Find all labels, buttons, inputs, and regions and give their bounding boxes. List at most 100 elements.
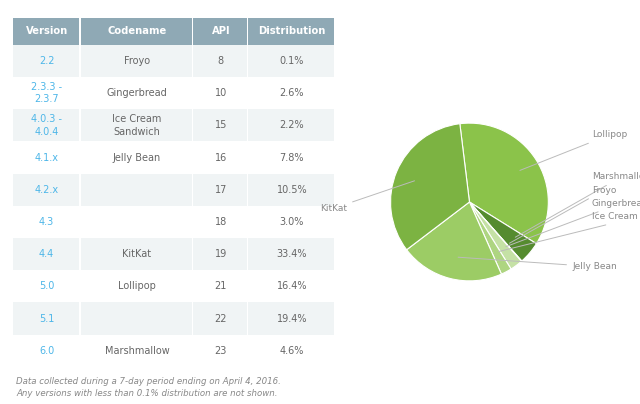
- Bar: [248, 141, 333, 174]
- Text: 16: 16: [215, 153, 227, 162]
- Bar: [248, 174, 333, 206]
- Text: Gingerbread: Gingerbread: [506, 199, 640, 247]
- Text: Ice Cream Sandwich: Ice Cream Sandwich: [499, 213, 640, 252]
- Bar: [81, 270, 192, 303]
- Wedge shape: [470, 202, 522, 269]
- Text: 16.4%: 16.4%: [276, 281, 307, 291]
- Text: 4.4: 4.4: [39, 249, 54, 259]
- Bar: [248, 335, 333, 367]
- Text: Lollipop: Lollipop: [118, 281, 156, 291]
- Text: 21: 21: [214, 281, 227, 291]
- Text: 0.1%: 0.1%: [280, 56, 304, 66]
- Bar: [193, 206, 246, 238]
- Wedge shape: [390, 124, 470, 250]
- Text: Marshmallow: Marshmallow: [104, 346, 170, 356]
- Text: Marshmallow: Marshmallow: [515, 172, 640, 237]
- Bar: [13, 141, 79, 174]
- Bar: [81, 238, 192, 270]
- Text: 4.2.x: 4.2.x: [35, 185, 59, 195]
- Bar: [248, 109, 333, 141]
- Bar: [13, 174, 79, 206]
- Bar: [81, 18, 192, 45]
- Bar: [81, 77, 192, 109]
- Text: Lollipop: Lollipop: [520, 130, 627, 170]
- Text: 17: 17: [214, 185, 227, 195]
- Bar: [193, 109, 246, 141]
- Bar: [193, 174, 246, 206]
- Text: Jelly Bean: Jelly Bean: [458, 257, 617, 271]
- Text: 2.3.3 -
2.3.7: 2.3.3 - 2.3.7: [31, 82, 62, 104]
- Text: Gingerbread: Gingerbread: [107, 88, 168, 98]
- Bar: [13, 270, 79, 303]
- Bar: [193, 77, 246, 109]
- Bar: [193, 18, 246, 45]
- Bar: [248, 238, 333, 270]
- Bar: [248, 77, 333, 109]
- Bar: [193, 45, 246, 77]
- Bar: [81, 109, 192, 141]
- Text: 4.0.3 -
4.0.4: 4.0.3 - 4.0.4: [31, 114, 62, 137]
- Text: 4.1.x: 4.1.x: [35, 153, 59, 162]
- Text: Distribution: Distribution: [258, 26, 326, 36]
- Wedge shape: [470, 202, 511, 274]
- Bar: [81, 45, 192, 77]
- Text: 23: 23: [214, 346, 227, 356]
- Text: 8: 8: [218, 56, 224, 66]
- Bar: [81, 141, 192, 174]
- Text: 2.2: 2.2: [39, 56, 54, 66]
- Wedge shape: [470, 202, 536, 261]
- Bar: [248, 18, 333, 45]
- Bar: [193, 335, 246, 367]
- Text: Froyo: Froyo: [124, 56, 150, 66]
- Text: 19: 19: [215, 249, 227, 259]
- Text: Codename: Codename: [108, 26, 166, 36]
- Text: 6.0: 6.0: [39, 346, 54, 356]
- Bar: [81, 335, 192, 367]
- Bar: [193, 270, 246, 303]
- Bar: [81, 303, 192, 335]
- Bar: [13, 77, 79, 109]
- Text: 3.0%: 3.0%: [280, 217, 304, 227]
- Text: API: API: [212, 26, 230, 36]
- Text: KitKat: KitKat: [122, 249, 152, 259]
- Text: 22: 22: [214, 314, 227, 324]
- Bar: [13, 45, 79, 77]
- Text: KitKat: KitKat: [320, 181, 415, 213]
- Text: Data collected during a 7-day period ending on April 4, 2016.
Any versions with : Data collected during a 7-day period end…: [16, 377, 281, 398]
- Text: 10.5%: 10.5%: [276, 185, 307, 195]
- Bar: [248, 45, 333, 77]
- Bar: [13, 238, 79, 270]
- Bar: [13, 335, 79, 367]
- Text: 4.6%: 4.6%: [280, 346, 304, 356]
- Bar: [193, 303, 246, 335]
- Text: 7.8%: 7.8%: [280, 153, 304, 162]
- Text: 5.1: 5.1: [39, 314, 54, 324]
- Bar: [81, 174, 192, 206]
- Bar: [193, 238, 246, 270]
- Text: 2.2%: 2.2%: [280, 120, 304, 130]
- Text: 15: 15: [214, 120, 227, 130]
- Text: Froyo: Froyo: [509, 186, 616, 243]
- Text: Version: Version: [26, 26, 68, 36]
- Wedge shape: [470, 202, 522, 261]
- Bar: [13, 206, 79, 238]
- Text: 19.4%: 19.4%: [276, 314, 307, 324]
- Text: 2.6%: 2.6%: [280, 88, 304, 98]
- Bar: [248, 303, 333, 335]
- Wedge shape: [460, 123, 548, 244]
- Bar: [193, 141, 246, 174]
- Wedge shape: [406, 202, 501, 281]
- Bar: [13, 303, 79, 335]
- Text: Ice Cream
Sandwich: Ice Cream Sandwich: [112, 114, 162, 137]
- Text: 5.0: 5.0: [39, 281, 54, 291]
- Text: 4.3: 4.3: [39, 217, 54, 227]
- Bar: [248, 270, 333, 303]
- Bar: [81, 206, 192, 238]
- Bar: [13, 18, 79, 45]
- Text: 33.4%: 33.4%: [276, 249, 307, 259]
- Text: 10: 10: [215, 88, 227, 98]
- Text: Jelly Bean: Jelly Bean: [113, 153, 161, 162]
- Bar: [248, 206, 333, 238]
- Text: 18: 18: [215, 217, 227, 227]
- Bar: [13, 109, 79, 141]
